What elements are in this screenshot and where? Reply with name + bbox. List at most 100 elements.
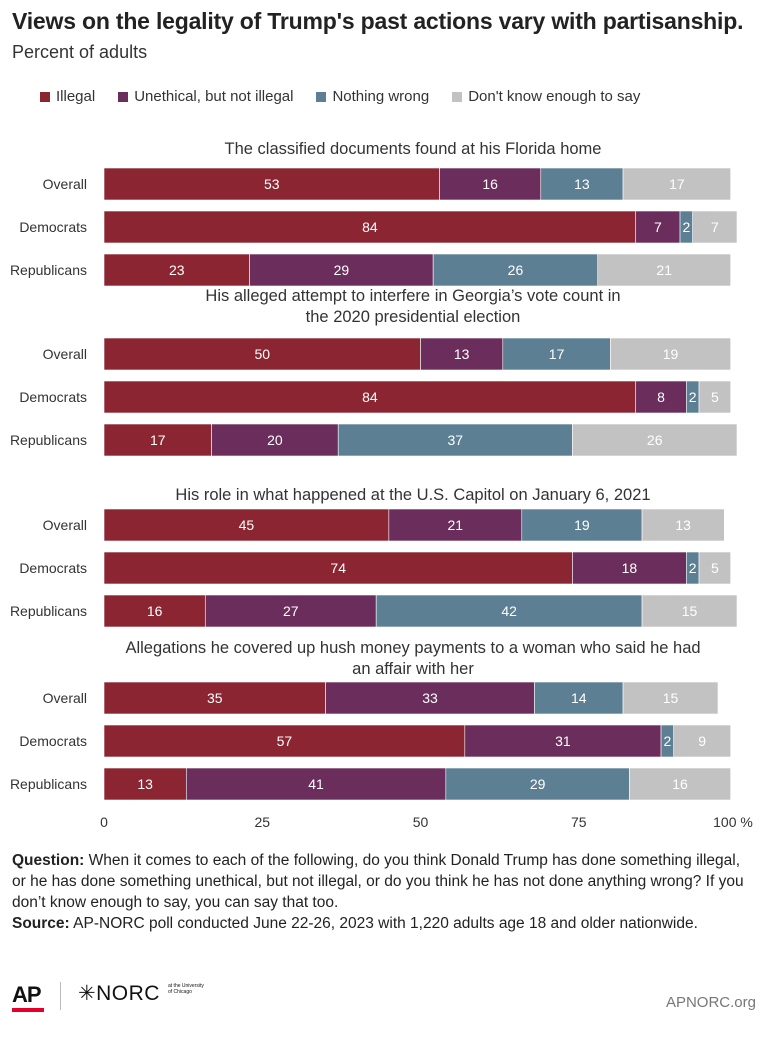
norc-logo-subtext: at the University of Chicago xyxy=(168,983,204,995)
bar-segment xyxy=(572,423,738,457)
bar-segment xyxy=(572,551,687,585)
data-label: 15 xyxy=(682,603,698,619)
ap-logo: AP xyxy=(12,982,42,1007)
bar-segment xyxy=(540,167,624,201)
bar-segment xyxy=(185,767,447,801)
data-label: 17 xyxy=(669,176,685,192)
group-title: His alleged attempt to interfere in Geor… xyxy=(205,287,620,305)
row-label: Republicans xyxy=(10,432,87,448)
bar-segment xyxy=(103,167,440,201)
data-label: 17 xyxy=(549,346,565,362)
bar-segment xyxy=(103,253,250,287)
data-label: 2 xyxy=(682,219,690,235)
x-tick-label: 75 xyxy=(571,814,587,830)
bar-segment xyxy=(103,508,390,542)
bar-segment xyxy=(439,167,542,201)
data-label: 16 xyxy=(482,176,498,192)
bar-segment xyxy=(432,253,599,287)
question-label: Question: xyxy=(12,852,85,869)
bar-segment xyxy=(249,253,434,287)
data-label: 14 xyxy=(571,690,587,706)
data-label: 16 xyxy=(672,776,688,792)
legend-label-illegal: Illegal xyxy=(56,88,96,105)
data-label: 2 xyxy=(689,560,697,576)
question-text: When it comes to each of the following, … xyxy=(12,852,744,911)
bar-segment xyxy=(635,210,681,244)
data-label: 29 xyxy=(530,776,546,792)
row-label: Overall xyxy=(43,690,87,706)
ap-logo-underline xyxy=(12,1008,44,1012)
data-label: 33 xyxy=(422,690,438,706)
data-label: 18 xyxy=(622,560,638,576)
legend-label-unethical: Unethical, but not illegal xyxy=(134,88,294,105)
data-label: 5 xyxy=(711,560,719,576)
bar-segment xyxy=(204,594,377,628)
footer-divider xyxy=(60,982,61,1010)
row-label: Democrats xyxy=(19,389,87,405)
bar-segment xyxy=(464,724,662,758)
bar-segment xyxy=(622,681,719,715)
data-label: 41 xyxy=(308,776,324,792)
data-label: 19 xyxy=(574,517,590,533)
bar-segment xyxy=(622,167,731,201)
data-label: 35 xyxy=(207,690,223,706)
data-label: 7 xyxy=(711,219,719,235)
data-label: 2 xyxy=(689,389,697,405)
legend-swatch-illegal xyxy=(40,91,50,102)
bar-segment xyxy=(388,508,523,542)
bar-segment xyxy=(103,724,466,758)
data-label: 26 xyxy=(647,432,663,448)
bar-segment xyxy=(325,681,535,715)
data-label: 57 xyxy=(277,733,293,749)
row-label: Republicans xyxy=(10,262,87,278)
data-label: 53 xyxy=(264,176,280,192)
bar-segment xyxy=(597,253,731,287)
bar-segment xyxy=(103,681,326,715)
bar-segment xyxy=(337,423,573,457)
source-label: Source: xyxy=(12,915,70,932)
group-title: an affair with her xyxy=(352,660,474,678)
group-title: The classified documents found at his Fl… xyxy=(225,140,602,158)
bar-segment xyxy=(103,337,421,371)
data-label: 17 xyxy=(150,432,166,448)
row-label: Democrats xyxy=(19,219,87,235)
data-label: 9 xyxy=(698,733,706,749)
group-title: His role in what happened at the U.S. Ca… xyxy=(175,486,650,504)
data-label: 13 xyxy=(454,346,470,362)
row-label: Overall xyxy=(43,517,87,533)
x-tick-label: 50 xyxy=(413,814,429,830)
data-label: 8 xyxy=(657,389,665,405)
bar-segment xyxy=(103,380,637,414)
legend-label-dont-know: Don't know enough to say xyxy=(468,88,641,105)
bar-segment xyxy=(103,594,206,628)
row-label: Democrats xyxy=(19,733,87,749)
data-label: 13 xyxy=(137,776,153,792)
bar-segment xyxy=(692,210,738,244)
bar-segment xyxy=(698,380,731,414)
bar-segment xyxy=(521,508,643,542)
chart-subtitle: Percent of adults xyxy=(12,42,148,62)
notes: Question: When it comes to each of the f… xyxy=(12,850,747,934)
site-link[interactable]: APNORC.org xyxy=(665,994,756,1011)
data-label: 15 xyxy=(663,690,679,706)
data-label: 42 xyxy=(501,603,517,619)
bar-segment xyxy=(641,508,725,542)
bar-segment xyxy=(103,767,187,801)
bar-segment xyxy=(629,767,731,801)
data-label: 31 xyxy=(555,733,571,749)
bar-segment xyxy=(103,210,637,244)
data-label: 20 xyxy=(267,432,283,448)
x-tick-label: 0 xyxy=(100,814,108,830)
legend-item-illegal: Illegal xyxy=(40,88,95,105)
legend-label-nothing-wrong: Nothing wrong xyxy=(332,88,430,105)
data-label: 26 xyxy=(508,262,524,278)
data-label: 74 xyxy=(330,560,346,576)
data-label: 2 xyxy=(663,733,671,749)
data-label: 13 xyxy=(675,517,691,533)
bar-segment xyxy=(610,337,731,371)
data-label: 7 xyxy=(654,219,662,235)
x-tick-label: 100 % xyxy=(713,814,753,830)
bar-segment xyxy=(375,594,643,628)
legend-item-dont-know: Don't know enough to say xyxy=(452,88,640,105)
stacked-bar-chart: The classified documents found at his Fl… xyxy=(10,140,753,830)
